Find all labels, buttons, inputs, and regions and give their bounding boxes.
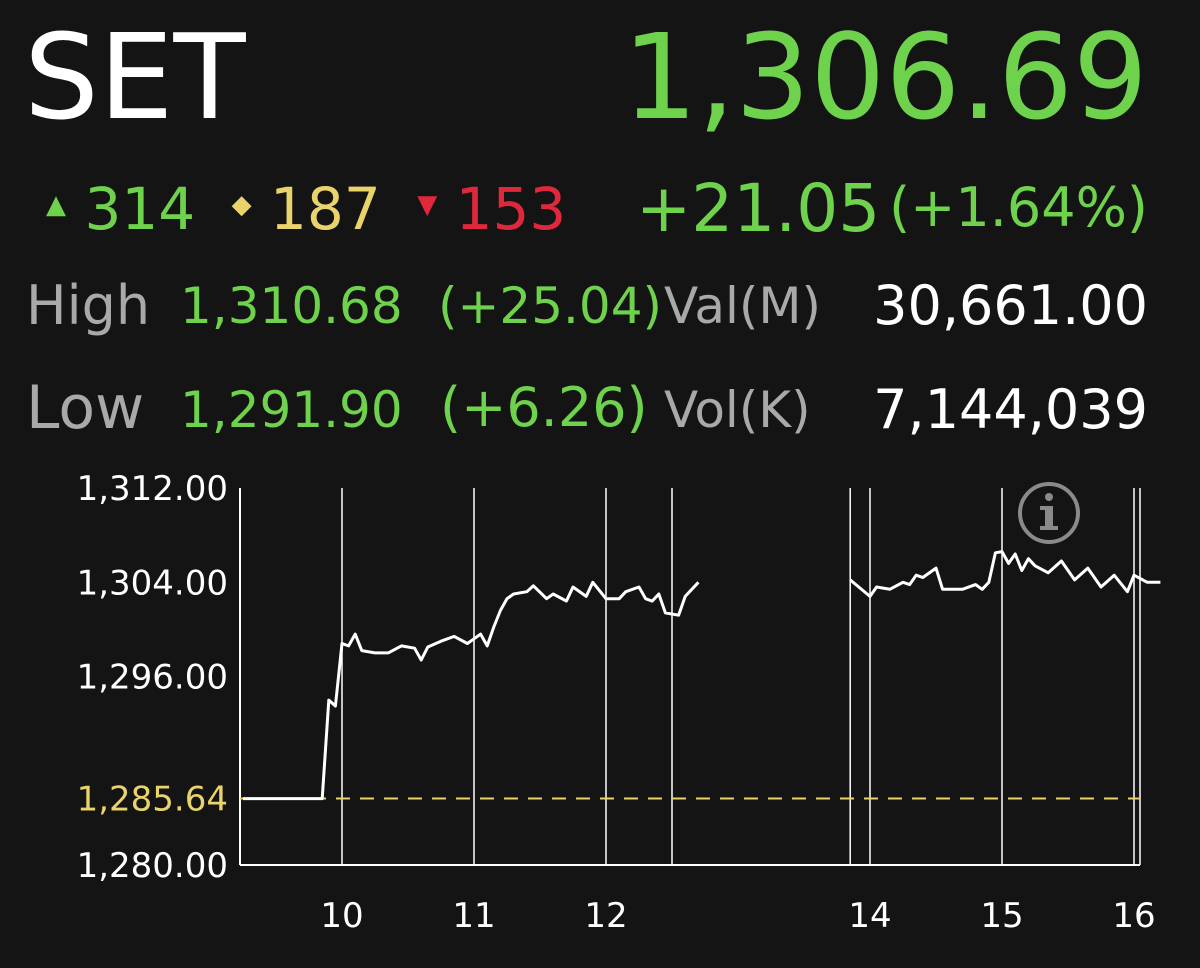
x-tick-label: 12 <box>584 896 627 936</box>
index-line-segment <box>849 550 1161 598</box>
high-label: High <box>26 274 151 337</box>
unchanged-count: 187 <box>270 175 381 243</box>
index-line-segment <box>243 580 700 801</box>
info-icon[interactable] <box>1018 482 1080 544</box>
reference-line-label: 1,285.64 <box>77 780 228 820</box>
triangle-down-icon: ▼ <box>417 189 438 220</box>
index-change-percent: (+1.64%) <box>889 176 1148 239</box>
x-tick-label: 11 <box>452 896 495 936</box>
y-tick-label: 1,296.00 <box>77 658 228 698</box>
index-name: SET <box>24 8 246 146</box>
x-tick-label: 16 <box>1112 896 1155 936</box>
volume-amount: 7,144,039 <box>873 378 1148 441</box>
value-amount: 30,661.00 <box>873 274 1148 337</box>
intraday-chart: 1,285.64 1,280.00 1,296.00 1,304.00 1,312.00… <box>77 469 1161 936</box>
diamond-arrows-icon: ◆ <box>231 189 252 220</box>
low-label: Low <box>26 373 145 443</box>
index-change: +21.05 <box>636 170 881 247</box>
low-value: 1,291.90 <box>180 381 403 439</box>
triangle-up-icon: ▲ <box>46 189 66 220</box>
high-change: (+25.04) <box>438 277 663 335</box>
value-label: Val(M) <box>664 277 822 335</box>
x-tick-label: 14 <box>848 896 891 936</box>
y-tick-label: 1,312.00 <box>77 469 228 509</box>
x-tick-label: 10 <box>320 896 363 936</box>
declines-count: 153 <box>455 175 567 243</box>
high-value: 1,310.68 <box>180 277 403 335</box>
low-change: (+6.26) <box>440 376 648 439</box>
volume-label: Vol(K) <box>664 381 811 439</box>
advances-count: 314 <box>84 175 196 243</box>
index-value: 1,306.69 <box>622 8 1148 146</box>
y-tick-label: 1,304.00 <box>77 563 228 603</box>
x-tick-label: 15 <box>980 896 1023 936</box>
breadth-row: ▲ 314 ◆ 187 ▼ 153 <box>46 174 566 248</box>
y-tick-label: 1,280.00 <box>77 846 228 886</box>
